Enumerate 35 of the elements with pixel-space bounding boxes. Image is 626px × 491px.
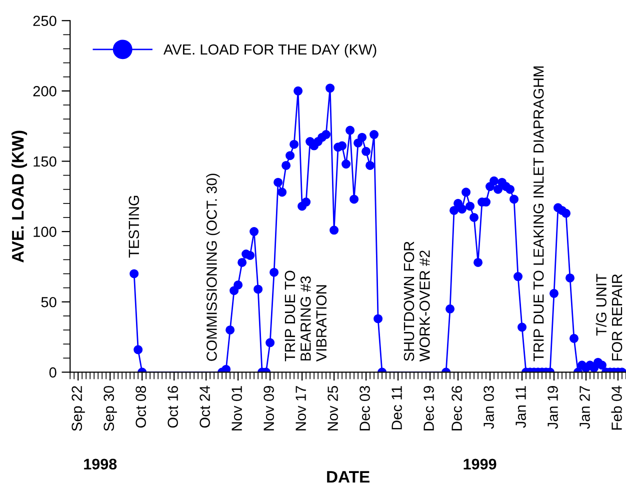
x-tick-label: Sep 22 <box>72 386 85 431</box>
x-tick-label: Sep 30 <box>104 386 117 431</box>
x-tick-label: Oct 08 <box>136 386 146 428</box>
x-tick-label: Nov 17 <box>296 386 306 430</box>
y-axis-title: AVE. LOAD (KW) <box>11 130 28 262</box>
y-tick-label: 250 <box>33 16 56 26</box>
x-tick-label: Nov 25 <box>328 386 338 430</box>
x-tick-label: Dec 03 <box>360 386 370 430</box>
x-tick-label: Dec 19 <box>424 386 434 430</box>
annotation: TRIP DUE TO BEARING #3 VIBRATION <box>284 270 327 362</box>
x-tick-label: Oct 16 <box>168 386 178 428</box>
x-tick-label: Jan 19 <box>548 386 558 429</box>
x-tick-label: Jan 03 <box>484 386 494 429</box>
y-tick-label: 0 <box>49 367 56 378</box>
annotation: SHUTDOWN FOR WORK-OVER #2 <box>404 242 430 362</box>
annotation: COMMISSIONING (OCT. 30) <box>206 174 220 361</box>
x-tick-label: Jan 27 <box>580 386 590 429</box>
x-tick-label: Oct 24 <box>200 386 210 428</box>
annotation: TESTING <box>128 196 140 258</box>
text: 1999 <box>464 458 496 470</box>
annotation: T/G UNIT FOR REPAIR <box>596 274 622 360</box>
x-tick-label: Feb 04 <box>611 386 622 430</box>
y-tick-label: 100 <box>34 226 56 237</box>
x-tick-label: Jan 11 <box>516 386 526 428</box>
y-tick-label: 200 <box>33 86 56 96</box>
y-tick-label: 150 <box>34 156 56 167</box>
x-axis-title: DATE <box>327 471 370 483</box>
x-tick-label: Dec 11 <box>392 386 402 430</box>
x-tick-label: Dec 26 <box>452 386 462 430</box>
x-tick-label: Nov 01 <box>232 386 242 430</box>
x-tick-label: Nov 09 <box>264 386 274 430</box>
annotation: TRIP DUE TO LEAKING INLET DIAPRAGHM <box>533 66 544 362</box>
y-tick-label: 50 <box>41 296 56 308</box>
text: 1998 <box>84 458 117 470</box>
legend-label: AVE. LOAD FOR THE DAY (KW) <box>163 44 376 58</box>
